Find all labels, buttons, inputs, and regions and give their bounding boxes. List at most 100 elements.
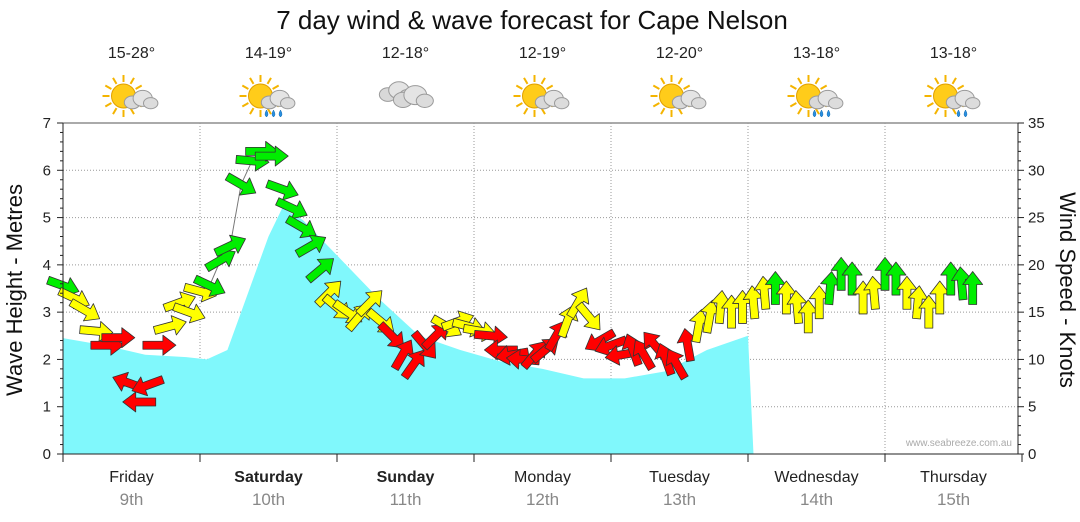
wind-arrow [224,172,257,196]
wave-height-area [63,208,754,454]
wind-arrow [830,256,852,291]
sun-ray [820,84,828,90]
day-date-label: 13th [663,490,696,509]
wind-arrow [885,261,907,296]
sun-ray [789,102,797,108]
chart-title: 7 day wind & wave forecast for Cape Nels… [276,5,788,35]
y-tick-label-right: 15 [1028,304,1045,321]
wave-height-series [63,208,754,454]
sun-ray [104,84,112,90]
rain-drop [264,109,269,118]
wind-arrow [907,285,929,320]
y-tick-label-right: 0 [1028,446,1036,463]
sun-ray [789,84,797,90]
wind-arrow [566,287,590,319]
watermark: www.seabreeze.com.au [905,438,1012,449]
wind-arrow [820,271,841,306]
wind-arrow [294,234,327,258]
wind-arrow [377,321,405,349]
temperature-range: 12-20° [656,45,703,62]
rain-drop [812,109,817,118]
y-tick-label-left: 1 [43,399,51,416]
day-name-label: Friday [109,469,153,486]
y-tick-label-right: 25 [1028,210,1045,227]
cloud-part [691,97,707,110]
weather-forecast-row: 15-28° 14-19° 12-18° 12-19° 12-20° 13-18° 13-1… [102,45,981,118]
wind-arrow [863,275,885,310]
sun-ray [266,77,272,85]
wind-arrow [142,334,177,356]
rain-drop [963,109,968,118]
sun-ray [934,77,940,85]
wind-arrow [575,301,601,331]
wind-arrow [929,280,951,315]
cloud-part [965,97,981,110]
y-tick-label-right: 5 [1028,399,1036,416]
temperature-range: 12-19° [519,45,566,62]
wind-arrow [665,349,689,381]
y-tick-label-right: 30 [1028,162,1045,179]
wind-arrow [594,335,628,357]
day-name-label: Sunday [377,469,435,486]
day-date-label: 9th [120,490,144,509]
sun-ray [112,107,118,115]
y-tick-label-left: 6 [43,162,51,179]
day-name-label: Saturday [234,469,303,486]
sun-ray [523,77,529,85]
temperature-range: 13-18° [793,45,840,62]
wind-arrow [101,327,136,349]
sun-ray [515,84,523,90]
sun-ray [814,77,820,85]
sun-ray [515,102,523,108]
sun-ray [926,102,934,108]
rain-drop [271,109,276,118]
sun-ray [249,77,255,85]
wind-arrow [254,145,289,167]
partly-cloudy-icon [513,75,570,117]
y-tick-label-left: 4 [43,257,51,274]
partly-cloudy-icon [650,75,707,117]
sun-ray [797,77,803,85]
wind-arrow [786,290,808,325]
wind-arrow [265,179,299,201]
day-date-label: 10th [252,490,285,509]
sun-cloud-drizzle-icon [924,75,981,118]
wind-arrow [122,391,157,413]
day-date-label: 12th [526,490,559,509]
cloud-part [280,97,296,110]
y-tick-label-left: 3 [43,304,51,321]
sun-ray [683,84,691,90]
wind-arrow [918,294,940,329]
sun-cloud-rain-icon [239,75,296,118]
cloudy-icon [378,81,434,108]
rain-drop [819,109,824,118]
y-tick-label-left: 0 [43,446,51,463]
axes: 0 1 2 3 4 5 6 7 0 5 10 15 20 25 30 35 [43,115,1045,463]
sun-ray [926,84,934,90]
wind-arrow [676,328,698,363]
cloud-part [143,97,159,110]
y-tick-label-left: 5 [43,210,51,227]
day-name-label: Tuesday [649,469,710,486]
day-name-label: Monday [514,469,571,486]
wind-arrow [400,349,425,380]
wind-arrow [421,323,449,351]
sun-ray [129,77,135,85]
wind-arrow [172,302,206,324]
cloud-part [828,97,844,110]
sun-ray [241,102,249,108]
sun-ray [660,77,666,85]
y-tick-label-left: 2 [43,351,51,368]
sun-ray [540,77,546,85]
y-axis-right-title: Wind Speed - Knots [1055,192,1080,388]
sun-ray [652,102,660,108]
cloud-part [415,93,434,108]
wind-arrow [940,261,962,296]
sun-cloud-rain-icon [787,75,844,118]
y-tick-label-right: 20 [1028,257,1045,274]
wind-arrow [131,375,165,397]
temperature-range: 15-28° [108,45,155,62]
wind-arrow [152,315,187,336]
wind-arrow [710,290,732,325]
